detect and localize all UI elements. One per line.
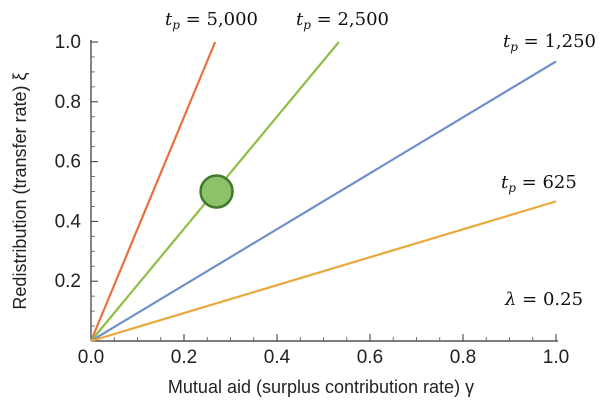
series-line-1 (89, 41, 217, 342)
y-tick-label: 1.0 (55, 32, 81, 53)
y-axis-title: Redistribution (transfer rate) ξ (10, 72, 30, 309)
axes (90, 40, 558, 342)
lambda-annotation: λ = 0.25 (504, 289, 583, 310)
series-label-group: tp = 5,000 tp = 2,500 tp = 1,250 tp = 625 (165, 9, 596, 195)
x-tick-label: 0.4 (264, 347, 291, 368)
highlight-point (199, 174, 234, 209)
series-label-1: tp = 5,000 (165, 9, 258, 32)
tick-group: 0.0 0.2 0.4 0.6 0.8 1.0 0.2 0.4 0.6 0.8 1.0 (55, 32, 570, 368)
lambda-value: 0.25 (543, 289, 583, 310)
x-tick-label: 0.8 (450, 347, 476, 368)
x-tick-label: 0.2 (171, 347, 197, 368)
y-tick-label: 0.6 (55, 152, 81, 173)
y-tick-label: 0.8 (55, 92, 81, 113)
series-label-4: tp = 625 (501, 172, 577, 195)
series-line-3 (90, 60, 557, 342)
highlight-group (199, 174, 234, 209)
series-label-3: tp = 1,250 (503, 31, 596, 54)
series-line-4 (90, 200, 557, 343)
y-tick-label: 0.4 (55, 211, 82, 232)
x-tick-label: 0.6 (357, 347, 383, 368)
x-tick-label: 1.0 (543, 347, 569, 368)
y-tick-label: 0.2 (55, 271, 81, 292)
series-group (89, 41, 557, 343)
x-axis-title: Mutual aid (surplus contribution rate) γ (168, 377, 474, 397)
series-label-2: tp = 2,500 (296, 9, 389, 32)
x-tick-label: 0.0 (78, 347, 104, 368)
